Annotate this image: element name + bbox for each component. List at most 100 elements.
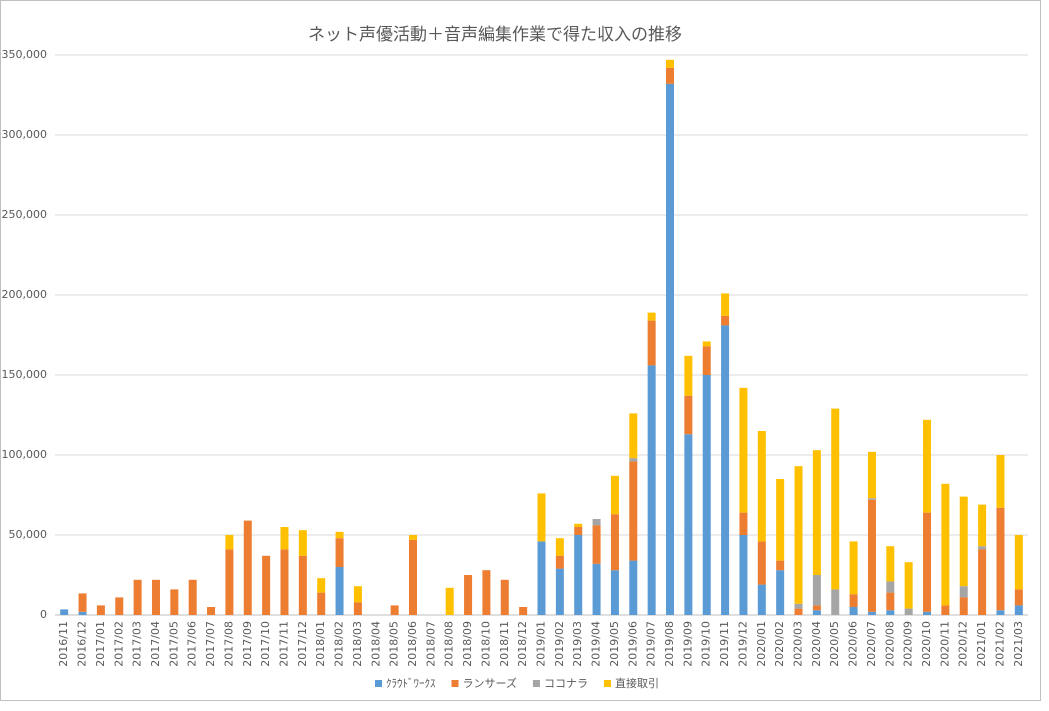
bar-segment (629, 560, 638, 615)
bar-segment (666, 59, 675, 68)
bar-segment (721, 293, 730, 316)
x-tick-label: 2018/02 (333, 621, 346, 667)
y-tick-label: 0 (40, 608, 47, 621)
bar-segment (684, 395, 693, 435)
x-tick-label: 2020/11 (938, 621, 951, 667)
bar-segment (886, 581, 895, 593)
bar-segment (445, 587, 454, 615)
y-tick-label: 100,000 (2, 448, 48, 461)
legend-label: ｸﾗｳﾄﾞﾜｰｸｽ (386, 677, 436, 690)
bar-segment (776, 560, 785, 571)
x-tick-label: 2016/11 (57, 621, 70, 667)
bar-segment (574, 527, 583, 535)
x-tick-label: 2018/08 (443, 621, 456, 667)
bar-segment (335, 531, 344, 539)
x-tick-label: 2019/12 (736, 621, 749, 667)
x-tick-label: 2020/03 (792, 621, 805, 667)
x-tick-label: 2021/02 (993, 621, 1006, 667)
bar-segment (867, 611, 876, 615)
bar-segment (867, 451, 876, 499)
x-tick-label: 2020/02 (773, 621, 786, 667)
bar-segment (812, 605, 821, 611)
bar-segment (959, 597, 968, 615)
bar-segment (794, 466, 803, 604)
bar-segment (555, 555, 564, 569)
x-tick-label: 2019/05 (608, 621, 621, 667)
bar-segment (812, 450, 821, 575)
x-tick-label: 2019/04 (590, 621, 603, 667)
x-tick-label: 2020/12 (957, 621, 970, 667)
x-tick-label: 2020/07 (865, 621, 878, 667)
x-tick-label: 2019/02 (553, 621, 566, 667)
bar-segment (408, 539, 417, 615)
bar-segment (959, 586, 968, 598)
bar-segment (115, 597, 124, 615)
x-tick-label: 2017/08 (222, 621, 235, 667)
bar-segment (831, 589, 840, 615)
legend-label: 直接取引 (615, 676, 659, 690)
bar-segment (225, 549, 234, 615)
bar-segment (353, 602, 362, 615)
bar-segment (629, 458, 638, 462)
bar-segment (923, 512, 932, 612)
x-tick-label: 2017/10 (259, 621, 272, 667)
x-tick-label: 2018/12 (516, 621, 529, 667)
bar-segment (996, 507, 1005, 611)
bar-segment (812, 575, 821, 606)
bar-segment (243, 520, 252, 615)
bar-segment (500, 579, 509, 615)
x-tick-label: 2017/02 (112, 621, 125, 667)
bar-segment (592, 563, 601, 615)
bar-segment (757, 541, 766, 585)
x-tick-label: 2021/01 (975, 621, 988, 667)
bar-segment (996, 455, 1005, 508)
y-tick-label: 150,000 (2, 368, 48, 381)
x-tick-label: 2020/09 (902, 621, 915, 667)
bar-segment (60, 609, 69, 615)
x-tick-label: 2020/05 (828, 621, 841, 667)
x-tick-label: 2016/12 (76, 621, 89, 667)
bar-segment (849, 594, 858, 607)
bar-segment (78, 593, 87, 612)
x-tick-label: 2017/09 (241, 621, 254, 667)
x-tick-label: 2020/04 (810, 621, 823, 667)
bar-segment (188, 579, 197, 615)
bar-segment (464, 575, 473, 615)
bar-segment (904, 608, 913, 615)
bar-segment (886, 546, 895, 582)
bar-segment (537, 541, 546, 615)
x-tick-label: 2018/06 (406, 621, 419, 667)
bar-segment (757, 431, 766, 542)
bar-segment (812, 610, 821, 615)
bar-segment (207, 607, 216, 615)
bar-segment (978, 504, 987, 547)
bar-segment (96, 605, 105, 615)
x-tick-label: 2020/06 (847, 621, 860, 667)
bar-segment (574, 523, 583, 527)
bar-segment (574, 535, 583, 615)
bar-segment (298, 555, 307, 615)
bar-segment (482, 570, 491, 615)
bar-segment (941, 605, 950, 615)
bar-segment (886, 592, 895, 611)
x-tick-label: 2017/03 (131, 621, 144, 667)
bar-segment (408, 535, 417, 540)
x-tick-label: 2018/10 (479, 621, 492, 667)
bar-segment (280, 549, 289, 615)
x-tick-label: 2020/10 (920, 621, 933, 667)
bar-segment (794, 608, 803, 615)
bar-segment (684, 434, 693, 615)
x-tick-label: 2018/11 (498, 621, 511, 667)
x-tick-label: 2017/04 (149, 621, 162, 667)
bar-segment (702, 346, 711, 375)
bar-segment (721, 315, 730, 326)
bar-segment (610, 475, 619, 515)
x-tick-label: 2017/07 (204, 621, 217, 667)
bar-segment (170, 589, 179, 615)
bar-segment (555, 538, 564, 556)
bar-segment (867, 498, 876, 500)
bar-segment (647, 320, 656, 366)
x-tick-label: 2018/09 (461, 621, 474, 667)
bar-segment (794, 603, 803, 609)
bar-segment (1014, 589, 1023, 606)
